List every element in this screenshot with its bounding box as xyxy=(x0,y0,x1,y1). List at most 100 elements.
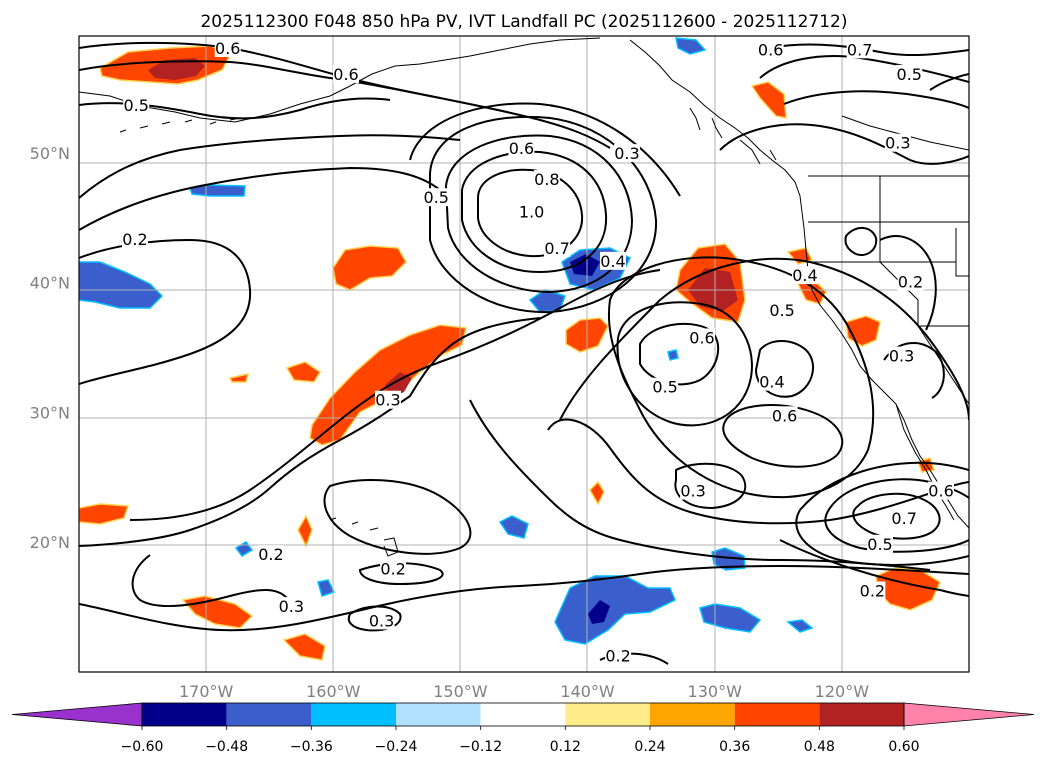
colorbar-frame xyxy=(141,702,905,727)
contour-label-bg xyxy=(518,202,545,221)
contour-label: 0.4 xyxy=(792,266,817,285)
contour-label-bg xyxy=(652,377,679,396)
contour-label-bg xyxy=(884,133,911,152)
contour-label: 0.7 xyxy=(544,239,569,258)
contour-0.4-big-trough xyxy=(559,257,969,421)
contour-label: 0.6 xyxy=(689,328,714,347)
pv-neg-130w-34n xyxy=(667,349,679,361)
contour-0.7-northeast xyxy=(769,43,969,57)
contour-label: 0.6 xyxy=(509,139,534,158)
contour-0.6-south-high xyxy=(824,478,969,553)
contour-label: 0.4 xyxy=(759,373,784,392)
pv-patch-west-edge-22n xyxy=(79,503,130,525)
contour-label-bg xyxy=(121,229,148,248)
contour-label-bg xyxy=(859,581,886,600)
contour-0.2-east xyxy=(879,235,937,331)
pv-patch-160w-40n xyxy=(332,245,407,291)
map-panel: 0.60.60.50.6 0.70.50.60.30.6 0.30.80.51.00… xyxy=(78,21,970,673)
contour-label: 0.2 xyxy=(380,559,405,578)
pv-patch-160w-22n xyxy=(297,514,313,548)
contour-label-bg xyxy=(757,40,784,59)
contour-label-bg xyxy=(689,328,715,347)
pv-patch-160w-10n xyxy=(282,633,326,661)
contour-label: 0.6 xyxy=(758,40,783,59)
lat-tick-labels: 20°N 30°N 40°N 50°N xyxy=(30,144,70,552)
colorbar-box xyxy=(819,703,904,726)
contour-label: 0.3 xyxy=(614,144,639,163)
colorbar-tick-label: −0.24 xyxy=(375,739,418,755)
contour-label-bg xyxy=(897,272,924,291)
colorbar-extend-max xyxy=(903,702,1035,727)
lon-tick-label: 140°W xyxy=(560,682,615,701)
contour-label-bg xyxy=(867,534,893,553)
contour-label: 0.6 xyxy=(772,406,797,425)
contour-0.3-northeast xyxy=(719,123,969,165)
pv-patch-165w-32n xyxy=(228,373,250,383)
contour-label: 0.2 xyxy=(860,582,885,601)
pv-neg-140w-42n-core xyxy=(570,254,600,276)
contour-label-bg xyxy=(333,64,359,83)
contour-0.7-pole xyxy=(79,60,441,99)
lon-tick-label: 170°W xyxy=(179,682,234,701)
contour-0.6-alaska xyxy=(79,41,611,149)
contour-label: 0.6 xyxy=(928,482,953,501)
contour-label-bg xyxy=(257,545,284,564)
pv-patch-165w-15n xyxy=(181,595,254,629)
chart-title: 2025112300 F048 850 hPa PV, IVT Landfall… xyxy=(200,12,847,32)
contour-label-bg xyxy=(928,481,955,500)
contour-0.6-south-trough xyxy=(722,404,844,468)
contour-label: 0.4 xyxy=(600,252,625,271)
contour-label-bg xyxy=(278,597,305,616)
southeast-alaska-coast xyxy=(629,39,805,229)
contour-0.5-big-trough xyxy=(607,256,875,499)
contour-0.4-mid-south xyxy=(469,399,931,571)
lon-tick-label: 160°W xyxy=(306,682,361,701)
lon-tick-label: 150°W xyxy=(433,682,488,701)
contour-label-bg xyxy=(680,481,707,500)
contour-label: 0.3 xyxy=(369,611,394,630)
contour-label: 0.2 xyxy=(898,273,923,292)
contour-0.7-south-high xyxy=(852,492,941,540)
contour-0.8-high xyxy=(444,134,634,294)
contour-label: 0.2 xyxy=(122,230,147,249)
colorbar-box xyxy=(650,703,735,726)
pv-neg-125w-13n xyxy=(786,619,814,633)
lon-tick-labels: 170°W 160°W 150°W 140°W 130°W 120°W xyxy=(179,682,869,701)
contour-label: 0.3 xyxy=(885,134,910,153)
contour-label: 0.8 xyxy=(534,170,559,189)
contour-label-bg xyxy=(888,346,915,365)
contour-label: 0.5 xyxy=(769,301,794,320)
colorbar-box xyxy=(142,703,227,726)
contour-label-bg xyxy=(508,138,535,157)
contour-0.5-northeast xyxy=(783,90,969,109)
colorbar-box xyxy=(396,703,481,726)
hawaii-islands xyxy=(329,517,399,557)
lon-tick-label: 120°W xyxy=(815,682,870,701)
contour-label: 0.6 xyxy=(944,21,969,40)
contour-label: 0.5 xyxy=(897,65,922,84)
pv-neg-west-edge-40n xyxy=(79,261,164,309)
contour-label-bg xyxy=(214,38,241,57)
contour-0.2-loop-south xyxy=(323,479,472,555)
contour-label: 0.5 xyxy=(867,535,892,554)
contour-label-bg xyxy=(943,36,969,39)
contour-label-bg xyxy=(791,266,818,285)
contour-0.4-north-ridge xyxy=(79,134,461,199)
contour-label: 0.7 xyxy=(891,509,916,528)
coastlines xyxy=(79,37,969,557)
contour-label-bg xyxy=(758,372,785,391)
contour-label-bg xyxy=(771,406,798,425)
contour-label-bg xyxy=(123,96,150,115)
contour-labels: 0.60.60.50.6 0.70.50.60.30.6 0.30.80.51.00… xyxy=(121,21,969,665)
contour-label: 0.3 xyxy=(279,597,304,616)
pv-neg-145w-22n xyxy=(498,515,529,539)
colorbar-box xyxy=(226,703,312,726)
lat-tick-label: 30°N xyxy=(30,403,70,422)
contour-0.3-southwest xyxy=(131,554,291,608)
contour-0.5-east-edge xyxy=(929,73,969,91)
colorbar-box xyxy=(311,703,396,726)
contour-label: 0.6 xyxy=(215,39,240,58)
contour-label: 1.0 xyxy=(519,203,544,222)
contour-label-bg xyxy=(896,64,923,83)
lon-tick-label: 130°W xyxy=(688,682,743,701)
